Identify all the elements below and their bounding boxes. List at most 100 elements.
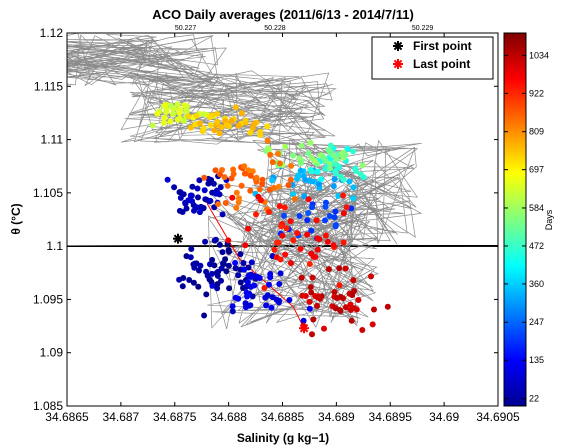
data-point <box>315 293 322 300</box>
data-point <box>290 237 297 244</box>
data-point <box>357 171 364 178</box>
data-point <box>160 119 167 126</box>
data-point <box>207 197 214 204</box>
data-point <box>223 121 230 128</box>
data-point <box>308 227 315 234</box>
data-point <box>347 301 354 308</box>
contour-label: 50.228 <box>264 25 286 32</box>
data-point <box>316 180 322 187</box>
data-point <box>228 117 235 124</box>
data-point <box>207 114 213 120</box>
data-point <box>301 193 308 200</box>
colorbar: 22 135 247 360 472 584 697 809 922 1034 Days <box>503 32 554 407</box>
data-point <box>307 139 314 146</box>
data-point <box>263 302 270 309</box>
data-point <box>216 171 223 178</box>
data-point <box>348 205 355 212</box>
data-point <box>276 297 282 304</box>
data-point <box>304 231 311 238</box>
data-point <box>337 307 343 314</box>
data-point <box>290 152 297 159</box>
data-point <box>266 209 273 215</box>
data-point <box>247 129 254 136</box>
data-point <box>226 285 233 292</box>
data-point <box>342 151 349 158</box>
data-point <box>207 122 214 129</box>
first-point-marker <box>172 233 183 244</box>
data-point <box>348 317 355 324</box>
data-point <box>305 150 312 157</box>
data-point <box>218 124 225 131</box>
data-point <box>310 253 317 260</box>
data-point <box>247 172 254 179</box>
y-tick-label: 1.11 <box>41 133 64 147</box>
data-point <box>211 262 218 269</box>
data-point <box>154 110 161 117</box>
data-point <box>337 173 344 180</box>
data-point <box>297 167 304 174</box>
data-point <box>261 285 268 291</box>
data-point <box>336 282 343 289</box>
data-point <box>167 118 174 125</box>
gray-trace <box>120 70 337 146</box>
data-point <box>277 256 284 263</box>
data-point <box>274 239 280 246</box>
data-point <box>332 223 339 230</box>
x-tick-label: 34.6885 <box>261 410 305 424</box>
x-tick-label: 34.6875 <box>153 410 197 424</box>
data-point <box>331 152 338 159</box>
data-point <box>242 117 249 124</box>
data-point <box>176 189 183 196</box>
data-point <box>286 297 293 303</box>
data-point <box>244 279 251 286</box>
data-point <box>327 165 333 172</box>
data-point <box>192 121 199 128</box>
data-point <box>164 176 171 183</box>
data-point <box>276 281 283 287</box>
data-point <box>276 203 283 210</box>
data-point <box>223 268 230 275</box>
x-axis-ticks: 34.6865 34.687 34.6875 34.688 34.6885 34.689 3… <box>45 33 520 424</box>
data-point <box>269 177 276 184</box>
data-point <box>310 316 317 323</box>
red-trajectory-line <box>206 203 305 329</box>
data-point <box>327 142 334 149</box>
data-point <box>296 155 303 162</box>
data-point <box>161 114 168 121</box>
data-point <box>182 199 189 206</box>
data-point <box>344 145 351 152</box>
data-point <box>211 127 218 134</box>
data-point <box>287 218 294 225</box>
contour-label: 50.229 <box>412 25 434 32</box>
data-point <box>321 325 327 332</box>
data-point <box>193 112 200 119</box>
data-point <box>274 150 281 157</box>
data-point <box>185 113 192 120</box>
data-point <box>295 172 302 179</box>
data-point <box>307 284 314 291</box>
data-point <box>278 223 285 230</box>
y-axis-ticks: 1.085 1.09 1.095 1.1 1.105 1.11 1.115 1.12 <box>33 26 498 413</box>
data-point <box>288 162 295 169</box>
gray-trace <box>67 33 227 86</box>
data-point <box>297 160 304 167</box>
data-point <box>283 225 290 232</box>
data-point <box>290 191 297 198</box>
data-point <box>266 281 272 288</box>
y-tick-label: 1.12 <box>40 26 64 40</box>
data-point <box>359 327 366 333</box>
data-point <box>309 204 316 211</box>
data-point <box>335 193 342 199</box>
data-point <box>232 259 239 266</box>
data-point <box>279 232 286 239</box>
data-point <box>197 262 204 269</box>
x-tick-label: 34.69 <box>429 410 459 424</box>
data-point <box>240 260 247 266</box>
data-point <box>297 246 304 252</box>
data-point <box>163 101 170 108</box>
data-point <box>171 184 178 191</box>
data-point <box>305 196 312 203</box>
data-point <box>300 317 307 324</box>
data-point <box>242 304 249 311</box>
data-point <box>187 192 194 199</box>
